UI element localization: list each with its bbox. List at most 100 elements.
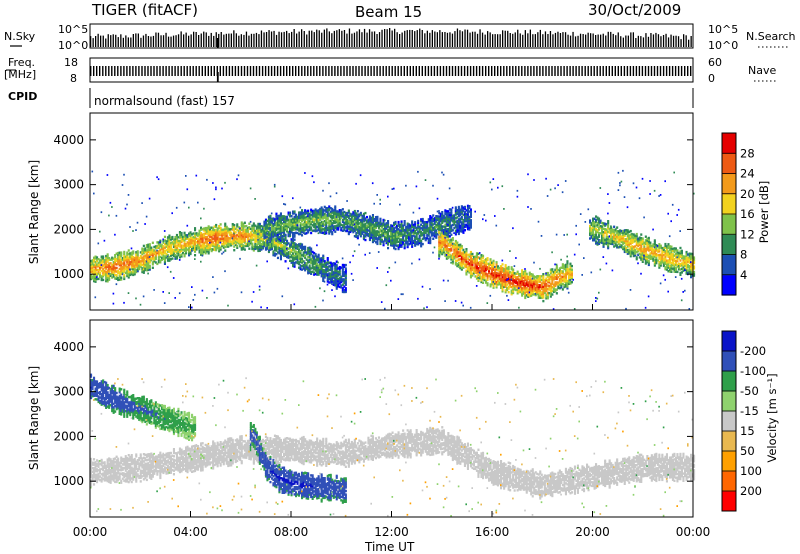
cell <box>162 245 165 248</box>
cell <box>296 251 299 254</box>
cell <box>495 275 498 278</box>
freq-bar <box>491 66 493 76</box>
cell <box>298 216 301 220</box>
cell <box>301 259 304 262</box>
cell <box>310 222 313 226</box>
cell <box>402 237 405 240</box>
cell <box>290 261 293 264</box>
cell <box>441 211 444 214</box>
cell <box>341 220 344 223</box>
cell <box>521 292 524 295</box>
cell <box>445 252 448 255</box>
cell <box>415 226 418 230</box>
cell <box>441 231 444 234</box>
cell <box>391 240 394 244</box>
cell <box>524 287 527 291</box>
cell <box>498 268 501 272</box>
cell <box>501 281 504 284</box>
cell <box>284 235 287 238</box>
freq-bar <box>264 66 267 76</box>
freq-bar <box>298 66 300 76</box>
cell <box>406 244 409 247</box>
nsky-bar <box>95 36 97 47</box>
cell <box>114 270 117 273</box>
cell <box>222 241 225 244</box>
nsky-bar <box>554 32 557 47</box>
nsky-bar <box>238 35 240 47</box>
cell <box>521 279 524 283</box>
cell <box>506 274 509 277</box>
cell <box>549 188 552 191</box>
cell <box>466 227 469 231</box>
cell <box>123 256 126 259</box>
cell <box>251 229 254 233</box>
nsky-bar <box>645 33 647 47</box>
cell <box>530 280 533 283</box>
nsky-bar <box>504 30 506 47</box>
cell <box>286 255 289 259</box>
cell <box>192 232 195 235</box>
freq-bar <box>343 66 345 76</box>
cell <box>495 266 498 269</box>
cell <box>468 255 471 258</box>
cell <box>356 215 359 218</box>
cell <box>468 265 471 269</box>
cell <box>477 261 480 265</box>
cell <box>513 284 516 287</box>
cell <box>127 272 130 275</box>
cell <box>400 238 403 241</box>
cell <box>397 222 400 226</box>
freq-bar <box>469 66 472 76</box>
cell <box>545 297 548 300</box>
cell <box>283 247 286 250</box>
cell <box>374 216 377 219</box>
cell <box>412 229 415 232</box>
cell <box>269 223 272 227</box>
cell <box>283 226 286 229</box>
cell <box>355 232 358 235</box>
cell <box>453 249 456 253</box>
cell <box>261 241 264 245</box>
freq-bar <box>439 66 442 76</box>
freq-bar <box>593 66 595 76</box>
cell <box>341 208 344 211</box>
cell <box>293 226 296 229</box>
nsky-bar <box>683 34 685 47</box>
cell <box>394 237 397 240</box>
cell <box>296 252 299 256</box>
cell <box>120 263 123 267</box>
cell <box>329 225 332 228</box>
cell <box>355 235 358 238</box>
cell <box>317 271 320 274</box>
cell <box>393 246 396 250</box>
cell <box>417 237 420 241</box>
cell <box>521 271 524 274</box>
cell <box>326 216 329 219</box>
cell <box>340 277 343 280</box>
cell <box>545 288 548 291</box>
cell <box>338 285 341 289</box>
freq-bar <box>286 66 288 76</box>
cell <box>257 230 260 233</box>
cell <box>465 262 468 265</box>
cell <box>390 226 393 229</box>
cell <box>349 227 352 230</box>
cell <box>266 223 269 226</box>
cell <box>109 258 112 261</box>
cell <box>332 272 335 276</box>
cell <box>439 225 442 228</box>
cell <box>385 225 388 228</box>
nsky-bar <box>346 33 348 47</box>
cell <box>123 261 126 264</box>
freq-bar <box>189 66 191 76</box>
cell <box>497 281 500 284</box>
cell <box>465 258 468 262</box>
cell <box>459 208 462 211</box>
cell <box>454 231 457 234</box>
cell <box>114 233 116 236</box>
cell <box>210 230 213 233</box>
cell <box>156 244 159 248</box>
cell <box>450 217 453 220</box>
cell <box>552 290 555 293</box>
cell <box>466 206 469 209</box>
